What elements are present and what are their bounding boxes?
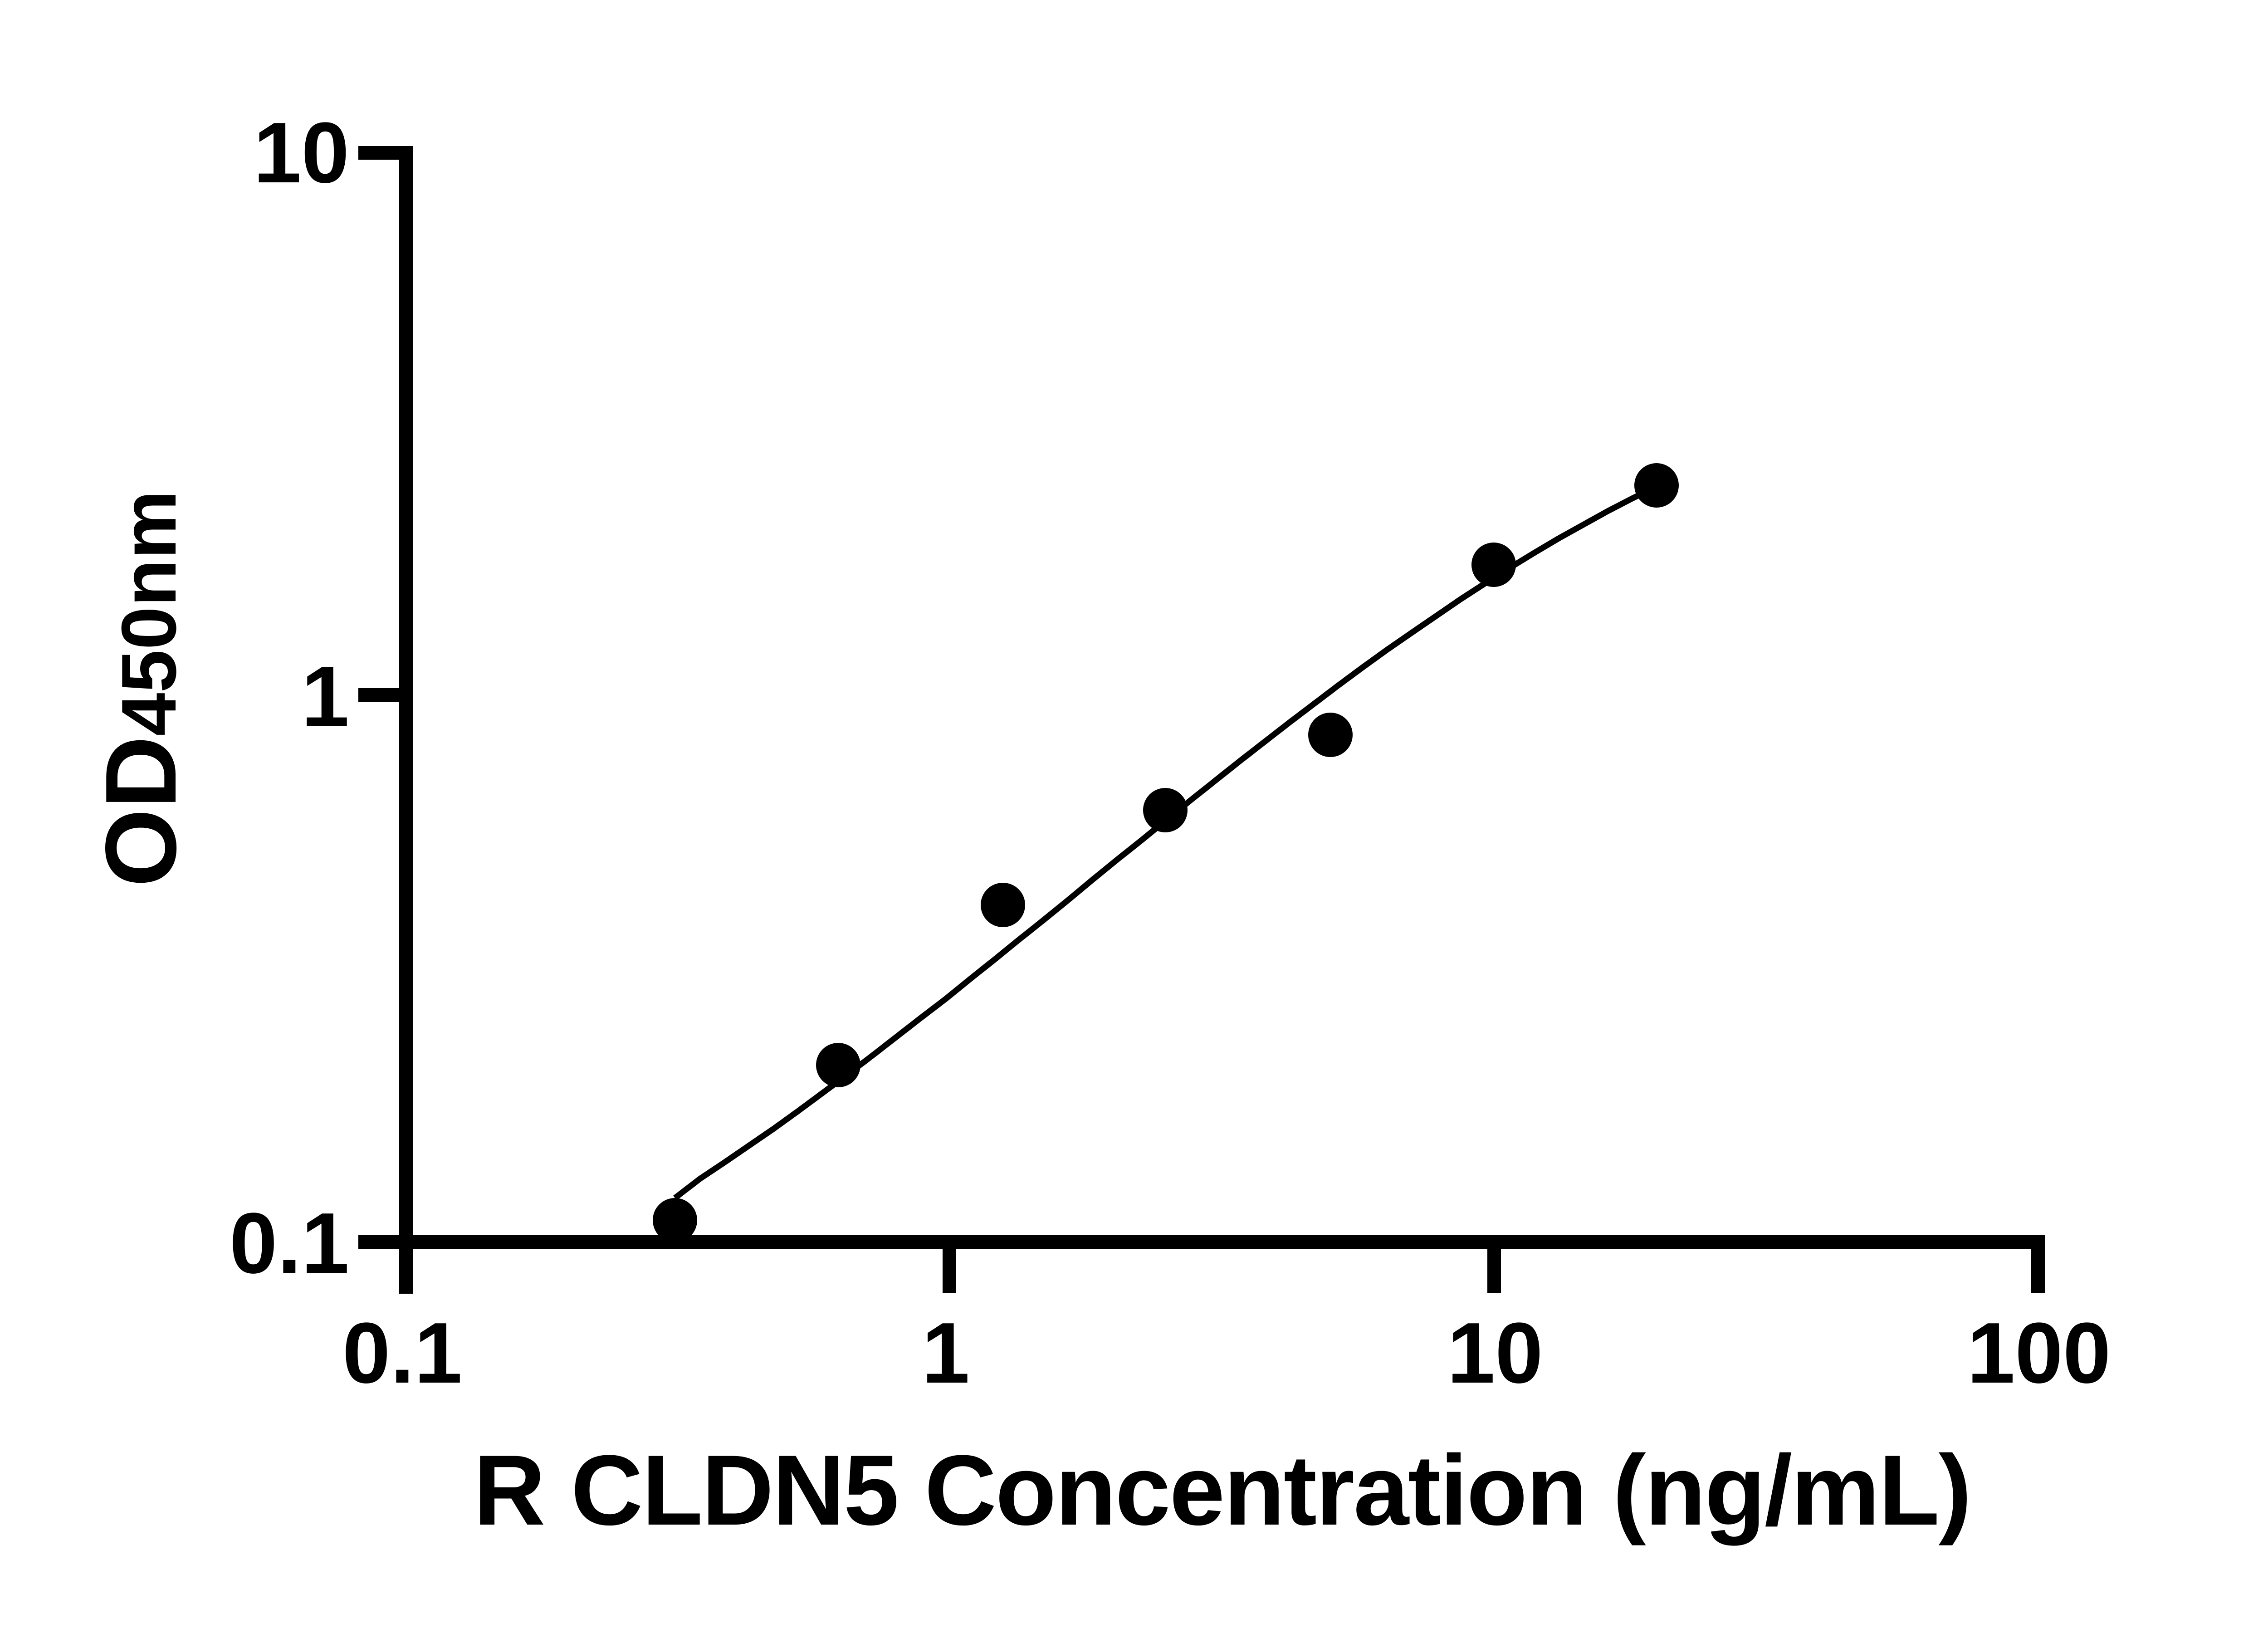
svg-text:100: 100 xyxy=(1967,1305,2111,1401)
svg-text:0.1: 0.1 xyxy=(230,1195,349,1291)
svg-text:0.1: 0.1 xyxy=(342,1305,462,1401)
svg-text:10: 10 xyxy=(1447,1305,1543,1401)
svg-text:1: 1 xyxy=(301,649,349,745)
svg-text:1: 1 xyxy=(922,1305,970,1401)
svg-text:OD450nm: OD450nm xyxy=(85,490,197,887)
svg-text:R CLDN5 Concentration (ng/mL): R CLDN5 Concentration (ng/mL) xyxy=(474,1434,1971,1546)
svg-text:10: 10 xyxy=(254,105,349,201)
